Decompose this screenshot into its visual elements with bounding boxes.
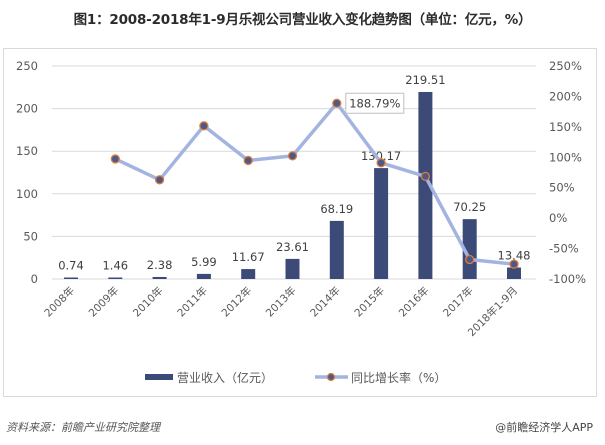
left-tick-label: 50 bbox=[23, 229, 38, 243]
annotation-box bbox=[345, 92, 405, 114]
left-tick-label: 200 bbox=[16, 102, 38, 116]
revenue-bars bbox=[64, 91, 521, 279]
revenue-bar bbox=[152, 276, 167, 279]
growth-marker bbox=[287, 151, 298, 161]
right-tick-label: 0% bbox=[549, 211, 567, 225]
revenue-bar bbox=[196, 273, 211, 279]
right-tick-label: 50% bbox=[549, 181, 575, 195]
legend-bar-swatch bbox=[145, 374, 173, 380]
revenue-label: 219.51 bbox=[405, 73, 445, 87]
gridlines bbox=[52, 65, 536, 280]
right-tick-label: 250% bbox=[549, 59, 582, 73]
x-tick-label: 2010年 bbox=[130, 284, 166, 320]
revenue-bar bbox=[329, 220, 344, 279]
right-tick-label: 150% bbox=[549, 120, 582, 134]
growth-marker bbox=[509, 259, 519, 269]
growth-annotation: 188.79% bbox=[345, 92, 405, 114]
x-tick-label: 2017年 bbox=[440, 284, 476, 320]
growth-marker bbox=[110, 154, 120, 164]
legend-marker bbox=[326, 372, 336, 382]
left-tick-label: 100 bbox=[16, 187, 38, 201]
growth-marker bbox=[199, 121, 209, 131]
x-tick-label: 2008年 bbox=[42, 284, 78, 320]
revenue-bar bbox=[462, 219, 477, 279]
revenue-label: 23.61 bbox=[276, 240, 309, 254]
chart-frame bbox=[3, 48, 597, 397]
revenue-label: 68.19 bbox=[320, 202, 353, 216]
source-note: 资料来源：前瞻产业研究院整理 bbox=[6, 421, 160, 434]
left-axis: 0 50 100 150 200 250 bbox=[16, 59, 38, 286]
left-tick-label: 0 bbox=[31, 272, 38, 286]
x-tick-label: 2014年 bbox=[307, 284, 343, 320]
revenue-label: 130.17 bbox=[361, 149, 401, 163]
right-tick-label: -100% bbox=[549, 272, 586, 286]
growth-marker bbox=[376, 158, 386, 168]
right-tick-label: 200% bbox=[549, 89, 582, 103]
revenue-bar bbox=[285, 258, 300, 279]
x-tick-label: 2011年 bbox=[175, 284, 211, 320]
revenue-bar bbox=[418, 91, 433, 279]
revenue-label: 0.74 bbox=[58, 259, 84, 273]
x-tick-label: 2015年 bbox=[352, 284, 388, 320]
left-tick-label: 250 bbox=[16, 59, 38, 73]
revenue-label: 70.25 bbox=[453, 200, 486, 214]
legend-line-label: 同比增长率（%） bbox=[351, 370, 446, 385]
revenue-label: 2.38 bbox=[147, 258, 173, 272]
chart-title: 图1：2008-2018年1-9月乐视公司营业收入变化趋势图（单位：亿元，%） bbox=[73, 12, 532, 28]
right-tick-label: 100% bbox=[549, 150, 582, 164]
growth-marker bbox=[243, 155, 253, 166]
annotation-text: 188.79% bbox=[349, 96, 400, 110]
growth-marker bbox=[420, 171, 431, 182]
legend: 营业收入（亿元） 同比增长率（%） bbox=[145, 370, 446, 385]
left-tick-label: 150 bbox=[16, 144, 38, 158]
growth-marker bbox=[154, 175, 165, 185]
revenue-data-labels: 0.74 1.46 2.38 5.99 11.67 23.61 68.19 130.17 219… bbox=[58, 73, 530, 273]
x-tick-label: 2009年 bbox=[86, 284, 122, 320]
right-axis: -100% -50% 0% 50% 100% 150% 200% 250% bbox=[549, 59, 586, 286]
credit-note: @前瞻经济学人APP bbox=[495, 421, 593, 434]
growth-line bbox=[110, 98, 519, 269]
right-tick-label: -50% bbox=[549, 242, 579, 256]
x-tick-label: 2012年 bbox=[219, 284, 255, 320]
revenue-label: 13.48 bbox=[498, 249, 531, 263]
revenue-bar bbox=[64, 277, 78, 279]
x-tick-label: 2016年 bbox=[396, 284, 432, 320]
revenue-label: 1.46 bbox=[102, 259, 128, 273]
revenue-bar bbox=[374, 168, 389, 279]
revenue-bar bbox=[241, 269, 256, 279]
x-tick-label: 2013年 bbox=[263, 284, 299, 320]
growth-marker bbox=[465, 254, 475, 265]
x-axis: 2008年 2009年 2010年 2011年 2012年 2013年 2014年 2015年… bbox=[42, 284, 521, 339]
revenue-bar bbox=[507, 267, 521, 279]
legend-bar-label: 营业收入（亿元） bbox=[177, 370, 273, 385]
revenue-label: 11.67 bbox=[232, 250, 265, 264]
revenue-label: 5.99 bbox=[191, 255, 217, 269]
growth-polyline bbox=[114, 101, 515, 266]
growth-marker bbox=[332, 98, 342, 108]
revenue-bar bbox=[108, 277, 123, 279]
